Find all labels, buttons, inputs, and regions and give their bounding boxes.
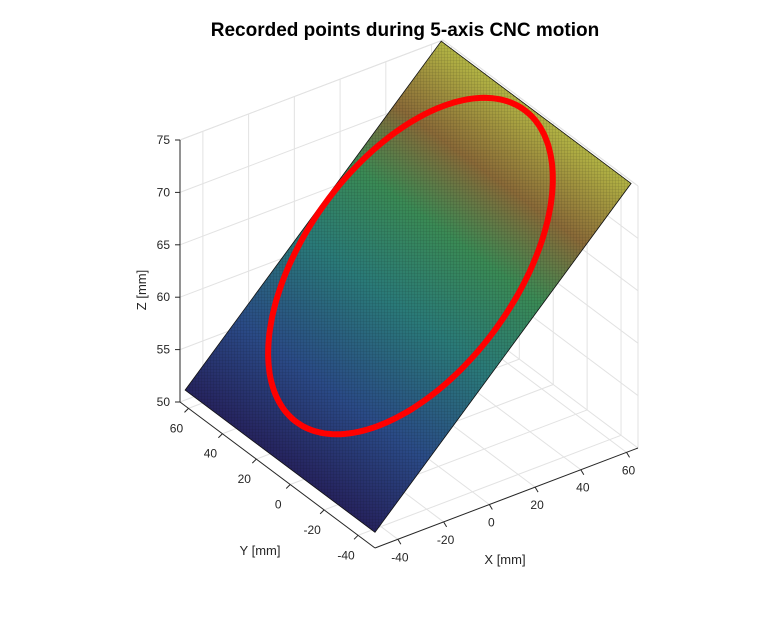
x-tick-mark (626, 452, 630, 458)
chart-title: Recorded points during 5-axis CNC motion (211, 20, 599, 41)
y-tick-label: 60 (170, 421, 184, 435)
y-axis-label: Y [mm] (240, 543, 281, 558)
x-tick-mark (443, 521, 448, 528)
y-axis-line (179, 401, 376, 549)
x-tick-mark (580, 469, 585, 475)
z-tick-label: 60 (157, 290, 171, 304)
y-tick-mark (184, 407, 189, 413)
y-tick-label: 20 (238, 472, 252, 486)
y-tick-mark (353, 534, 359, 540)
pane-edge (442, 39, 639, 187)
surface-mesh (185, 41, 632, 533)
z-axis-label: Z [mm] (134, 270, 149, 310)
x-tick-label: -40 (391, 550, 409, 564)
z-tick-label: 75 (157, 133, 171, 147)
x-axis-label: X [mm] (484, 552, 525, 567)
x-tick-mark (397, 539, 402, 545)
y-tick-mark (319, 509, 325, 515)
x-tick-label: 0 (488, 516, 495, 530)
y-tick-mark (218, 433, 223, 439)
surface-edge (184, 40, 632, 533)
axes (175, 139, 639, 549)
y-tick-label: 40 (204, 447, 218, 461)
x-axis-line (374, 447, 639, 549)
x-tick-label: 20 (530, 498, 544, 512)
x-tick-label: 60 (622, 463, 636, 477)
y-tick-label: -20 (303, 523, 321, 537)
recorded-points-circle (265, 94, 556, 438)
z-tick-label: 50 (157, 395, 171, 409)
surface-plane (184, 40, 632, 533)
y-tick-mark (285, 484, 291, 489)
z-tick-label: 70 (157, 185, 171, 199)
z-tick-label: 65 (157, 238, 171, 252)
x-tick-mark (488, 504, 493, 510)
x-tick-mark (534, 486, 539, 493)
circle-path (265, 94, 556, 438)
y-tick-label: 0 (275, 498, 282, 512)
pane-edge (179, 39, 444, 141)
x-tick-label: 40 (576, 481, 590, 495)
z-tick-label: 55 (157, 343, 171, 357)
floor-grid-line (357, 434, 622, 536)
x-tick-label: -20 (437, 533, 455, 547)
tick-labels: -40 -20 0 20 40 60 -40 -20 0 20 40 60 50 55 60 65 70 75 (157, 133, 636, 564)
y-tick-label: -40 (337, 548, 355, 562)
y-tick-mark (251, 458, 257, 464)
